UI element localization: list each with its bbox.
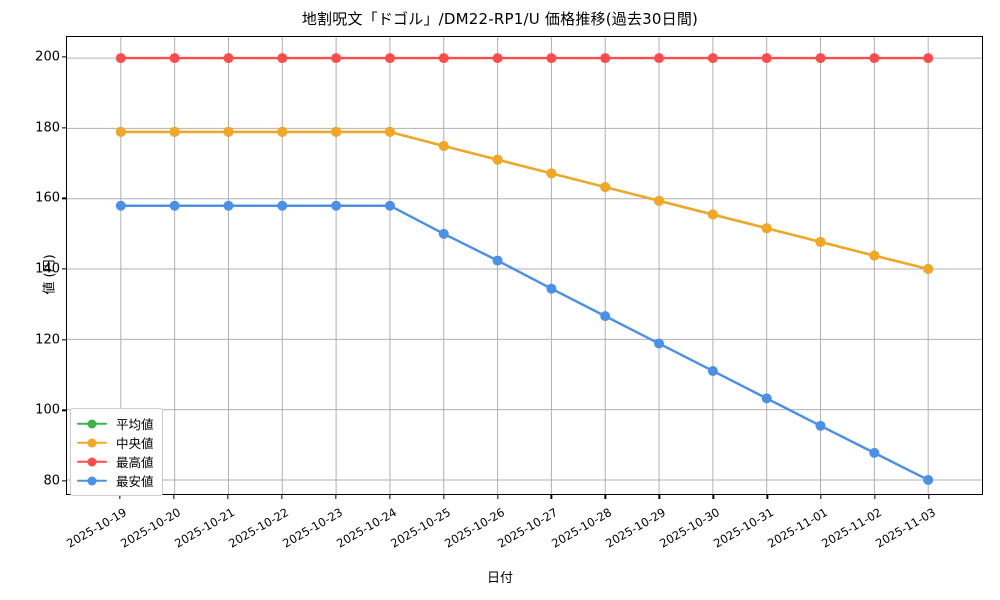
y-tick-mark: [62, 127, 66, 129]
x-tick-mark: [281, 495, 283, 499]
x-tick-mark: [496, 495, 499, 499]
legend-label: 平均値: [116, 417, 154, 432]
y-tick-mark: [62, 480, 66, 482]
x-tick-mark: [227, 495, 229, 499]
y-tick-label: 120: [35, 332, 60, 348]
x-tick-mark: [335, 495, 337, 499]
x-axis-title: 日付: [486, 571, 513, 586]
y-tick-label: 160: [35, 190, 60, 206]
y-tick-mark: [62, 268, 66, 270]
legend-item[interactable]: 平均値: [77, 414, 154, 433]
x-tick-mark: [119, 495, 121, 499]
y-axis: 80 100 120 140 160 180 200: [6, 0, 66, 600]
y-tick-mark: [62, 409, 66, 411]
y-tick-label: 80: [43, 473, 60, 489]
y-tick-mark: [62, 338, 66, 341]
y-tick-mark: [62, 56, 66, 58]
legend-marker-icon: [77, 436, 107, 450]
x-tick-mark: [928, 495, 930, 499]
x-tick-mark: [658, 495, 660, 499]
chart-legend: 平均値中央値最高値最安値: [70, 408, 163, 496]
y-tick-label: 140: [35, 261, 60, 277]
x-tick-mark: [712, 495, 714, 499]
x-tick-mark: [442, 495, 445, 499]
y-tick-label: 200: [35, 49, 60, 65]
x-tick-mark: [766, 495, 768, 499]
y-tick-label: 100: [35, 402, 60, 418]
plot-svg: [67, 37, 982, 494]
legend-label: 中央値: [116, 436, 154, 451]
x-tick-mark: [604, 495, 607, 499]
x-tick-mark: [550, 495, 553, 499]
legend-label: 最高値: [116, 455, 154, 470]
legend-item[interactable]: 最安値: [77, 471, 154, 490]
chart-title: 地割呪文「ドゴル」/DM22-RP1/U 価格推移(過去30日間): [301, 10, 699, 28]
legend-item[interactable]: 中央値: [77, 433, 154, 452]
legend-marker-icon: [77, 474, 107, 488]
legend-label: 最安値: [116, 474, 154, 489]
legend-marker-icon: [77, 455, 107, 469]
plot-area: [66, 36, 983, 495]
x-tick-mark: [820, 495, 822, 499]
legend-marker-icon: [77, 417, 107, 431]
x-tick-mark: [388, 495, 391, 499]
y-tick-label: 180: [35, 120, 60, 136]
x-tick-mark: [874, 495, 876, 499]
y-tick-mark: [62, 197, 66, 200]
legend-item[interactable]: 最高値: [77, 452, 154, 471]
x-tick-mark: [173, 495, 175, 499]
